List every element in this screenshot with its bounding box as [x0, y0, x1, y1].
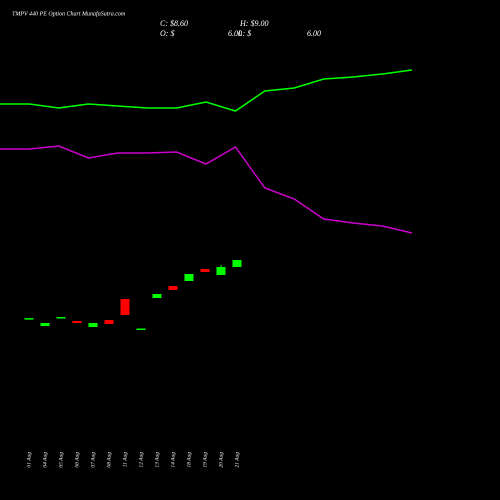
low-label: L: $ — [237, 29, 251, 38]
indicator-line — [0, 69, 413, 112]
x-tick-label: 05 Aug — [58, 452, 64, 468]
x-tick-label: 12 Aug — [138, 452, 144, 468]
x-tick-label: 07 Aug — [90, 452, 96, 468]
candle-body — [40, 323, 50, 326]
candle-body — [136, 328, 146, 330]
candle-body — [120, 299, 130, 315]
open-value: 6.00 — [228, 29, 242, 38]
candle-body — [168, 286, 178, 290]
x-tick-label: 21 Aug — [234, 452, 240, 468]
x-tick-label: 01 Aug — [26, 452, 32, 468]
candle-body — [152, 294, 162, 298]
indicator-line — [0, 145, 413, 234]
candle-body — [200, 269, 210, 272]
x-tick-label: 20 Aug — [218, 452, 224, 468]
candle-body — [232, 260, 242, 267]
candle-body — [56, 317, 66, 319]
candle-body — [72, 321, 82, 323]
high-summary: H: $9.00 — [239, 19, 268, 28]
candle-body — [88, 323, 98, 327]
x-tick-label: 19 Aug — [202, 452, 208, 468]
x-tick-label: 13 Aug — [154, 452, 160, 468]
x-tick-label: 08 Aug — [106, 452, 112, 468]
x-tick-label: 14 Aug — [169, 452, 176, 468]
close-summary: C: $8.60 — [160, 19, 188, 28]
candle-body — [24, 318, 34, 320]
x-tick-label: 04 Aug — [41, 452, 48, 468]
x-tick-label: 06 Aug — [74, 452, 80, 468]
open-label: O: $ — [160, 29, 174, 38]
x-tick-label: 11 Aug — [122, 452, 128, 467]
candle-body — [184, 274, 194, 281]
x-tick-label: 18 Aug — [186, 452, 192, 468]
low-value: 6.00 — [307, 29, 321, 38]
candle-body — [216, 267, 226, 275]
chart-title: TMPV 440 PE Option Chart MunafaSutra.com — [12, 10, 126, 17]
candle-body — [104, 320, 114, 324]
